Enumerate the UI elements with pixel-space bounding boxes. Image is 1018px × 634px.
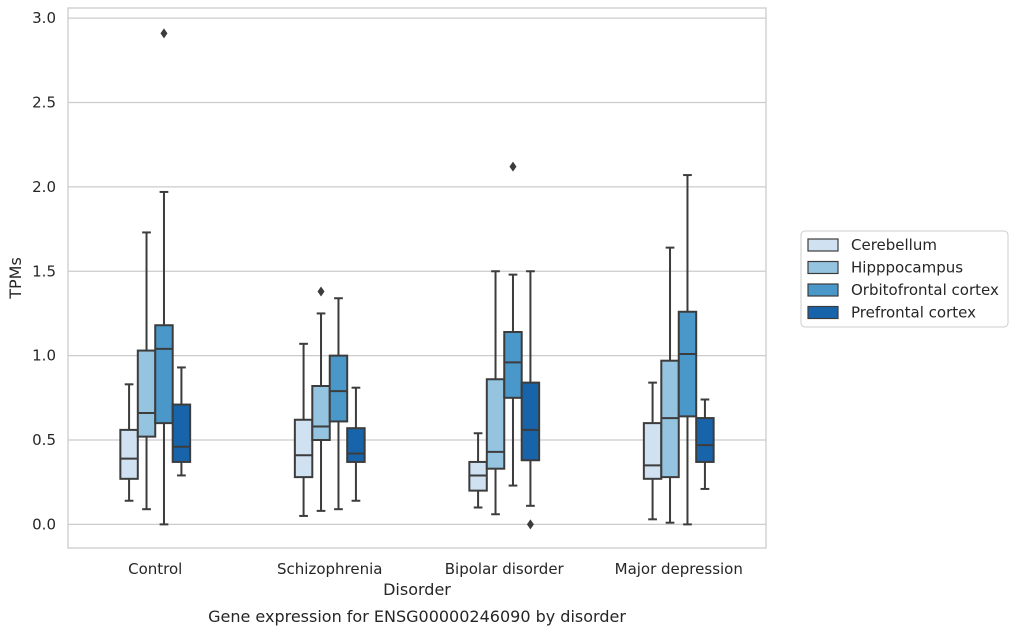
y-tick-label: 0.5 xyxy=(32,431,56,449)
legend-label: Hipppocampus xyxy=(851,259,963,277)
legend-swatch xyxy=(807,238,839,252)
box xyxy=(136,231,157,511)
legend-label: Orbitofrontal cortex xyxy=(851,281,999,299)
box-body xyxy=(520,381,541,462)
box-body xyxy=(503,331,523,399)
box-body xyxy=(293,418,314,479)
y-axis-label: TPMs xyxy=(6,257,25,300)
box-body xyxy=(154,324,174,425)
chart-title: Gene expression for ENSG00000246090 by d… xyxy=(208,607,626,626)
x-tick-label: Control xyxy=(128,560,182,578)
box xyxy=(485,270,506,516)
box xyxy=(311,286,331,512)
box xyxy=(677,174,698,526)
box xyxy=(642,381,663,521)
series-cerebellum xyxy=(119,342,663,521)
y-tick-label: 3.0 xyxy=(32,9,56,27)
plot-frame xyxy=(67,7,767,549)
outlier-point xyxy=(526,519,534,530)
x-axis-label: Disorder xyxy=(383,580,451,599)
legend-swatch xyxy=(807,283,839,297)
box-body xyxy=(311,385,331,441)
legend-swatch xyxy=(807,260,839,275)
box xyxy=(695,398,715,490)
box xyxy=(660,246,680,524)
box-body xyxy=(346,427,366,463)
box-body xyxy=(642,422,663,480)
outlier-point xyxy=(509,161,517,172)
outlier-point xyxy=(160,28,168,39)
x-tick-label: Schizophrenia xyxy=(277,560,382,578)
y-tick-label: 1.5 xyxy=(32,262,56,280)
box-body xyxy=(328,354,349,423)
legend-label: Prefrontal cortex xyxy=(851,304,976,322)
box xyxy=(468,432,488,509)
box-body xyxy=(695,417,715,463)
series-hipppocampus xyxy=(136,231,680,524)
y-tick-label: 2.5 xyxy=(32,94,56,112)
legend-swatch xyxy=(807,305,839,320)
box xyxy=(154,28,174,526)
box xyxy=(171,366,192,477)
series-orbitofrontal-cortex xyxy=(154,28,698,526)
box xyxy=(346,386,366,502)
box-body xyxy=(119,428,139,480)
series-prefrontal-cortex xyxy=(171,270,715,530)
x-axis-ticks: Control Schizophrenia Bipolar disorder Majo… xyxy=(128,560,743,578)
legend-frame xyxy=(800,230,1009,328)
box xyxy=(328,297,349,511)
box xyxy=(293,342,314,517)
y-tick-label: 0.0 xyxy=(32,515,56,533)
y-axis-ticks: 0.0 0.5 1.0 1.5 2.0 2.5 3.0 xyxy=(32,9,56,533)
box-body xyxy=(136,349,157,438)
box-body xyxy=(171,403,192,463)
y-tick-label: 2.0 xyxy=(32,178,56,196)
x-tick-label: Bipolar disorder xyxy=(445,560,565,578)
box-series xyxy=(119,28,715,530)
legend: Cerebellum Hipppocampus Orbitofrontal cort… xyxy=(800,230,1009,328)
legend-label: Cerebellum xyxy=(851,236,937,254)
box-body xyxy=(485,378,506,470)
outlier-point xyxy=(317,286,325,297)
box xyxy=(503,161,523,487)
box xyxy=(119,383,139,502)
y-tick-label: 1.0 xyxy=(32,347,56,365)
box xyxy=(520,270,541,530)
box-body xyxy=(677,310,698,418)
x-tick-label: Major depression xyxy=(615,560,743,578)
